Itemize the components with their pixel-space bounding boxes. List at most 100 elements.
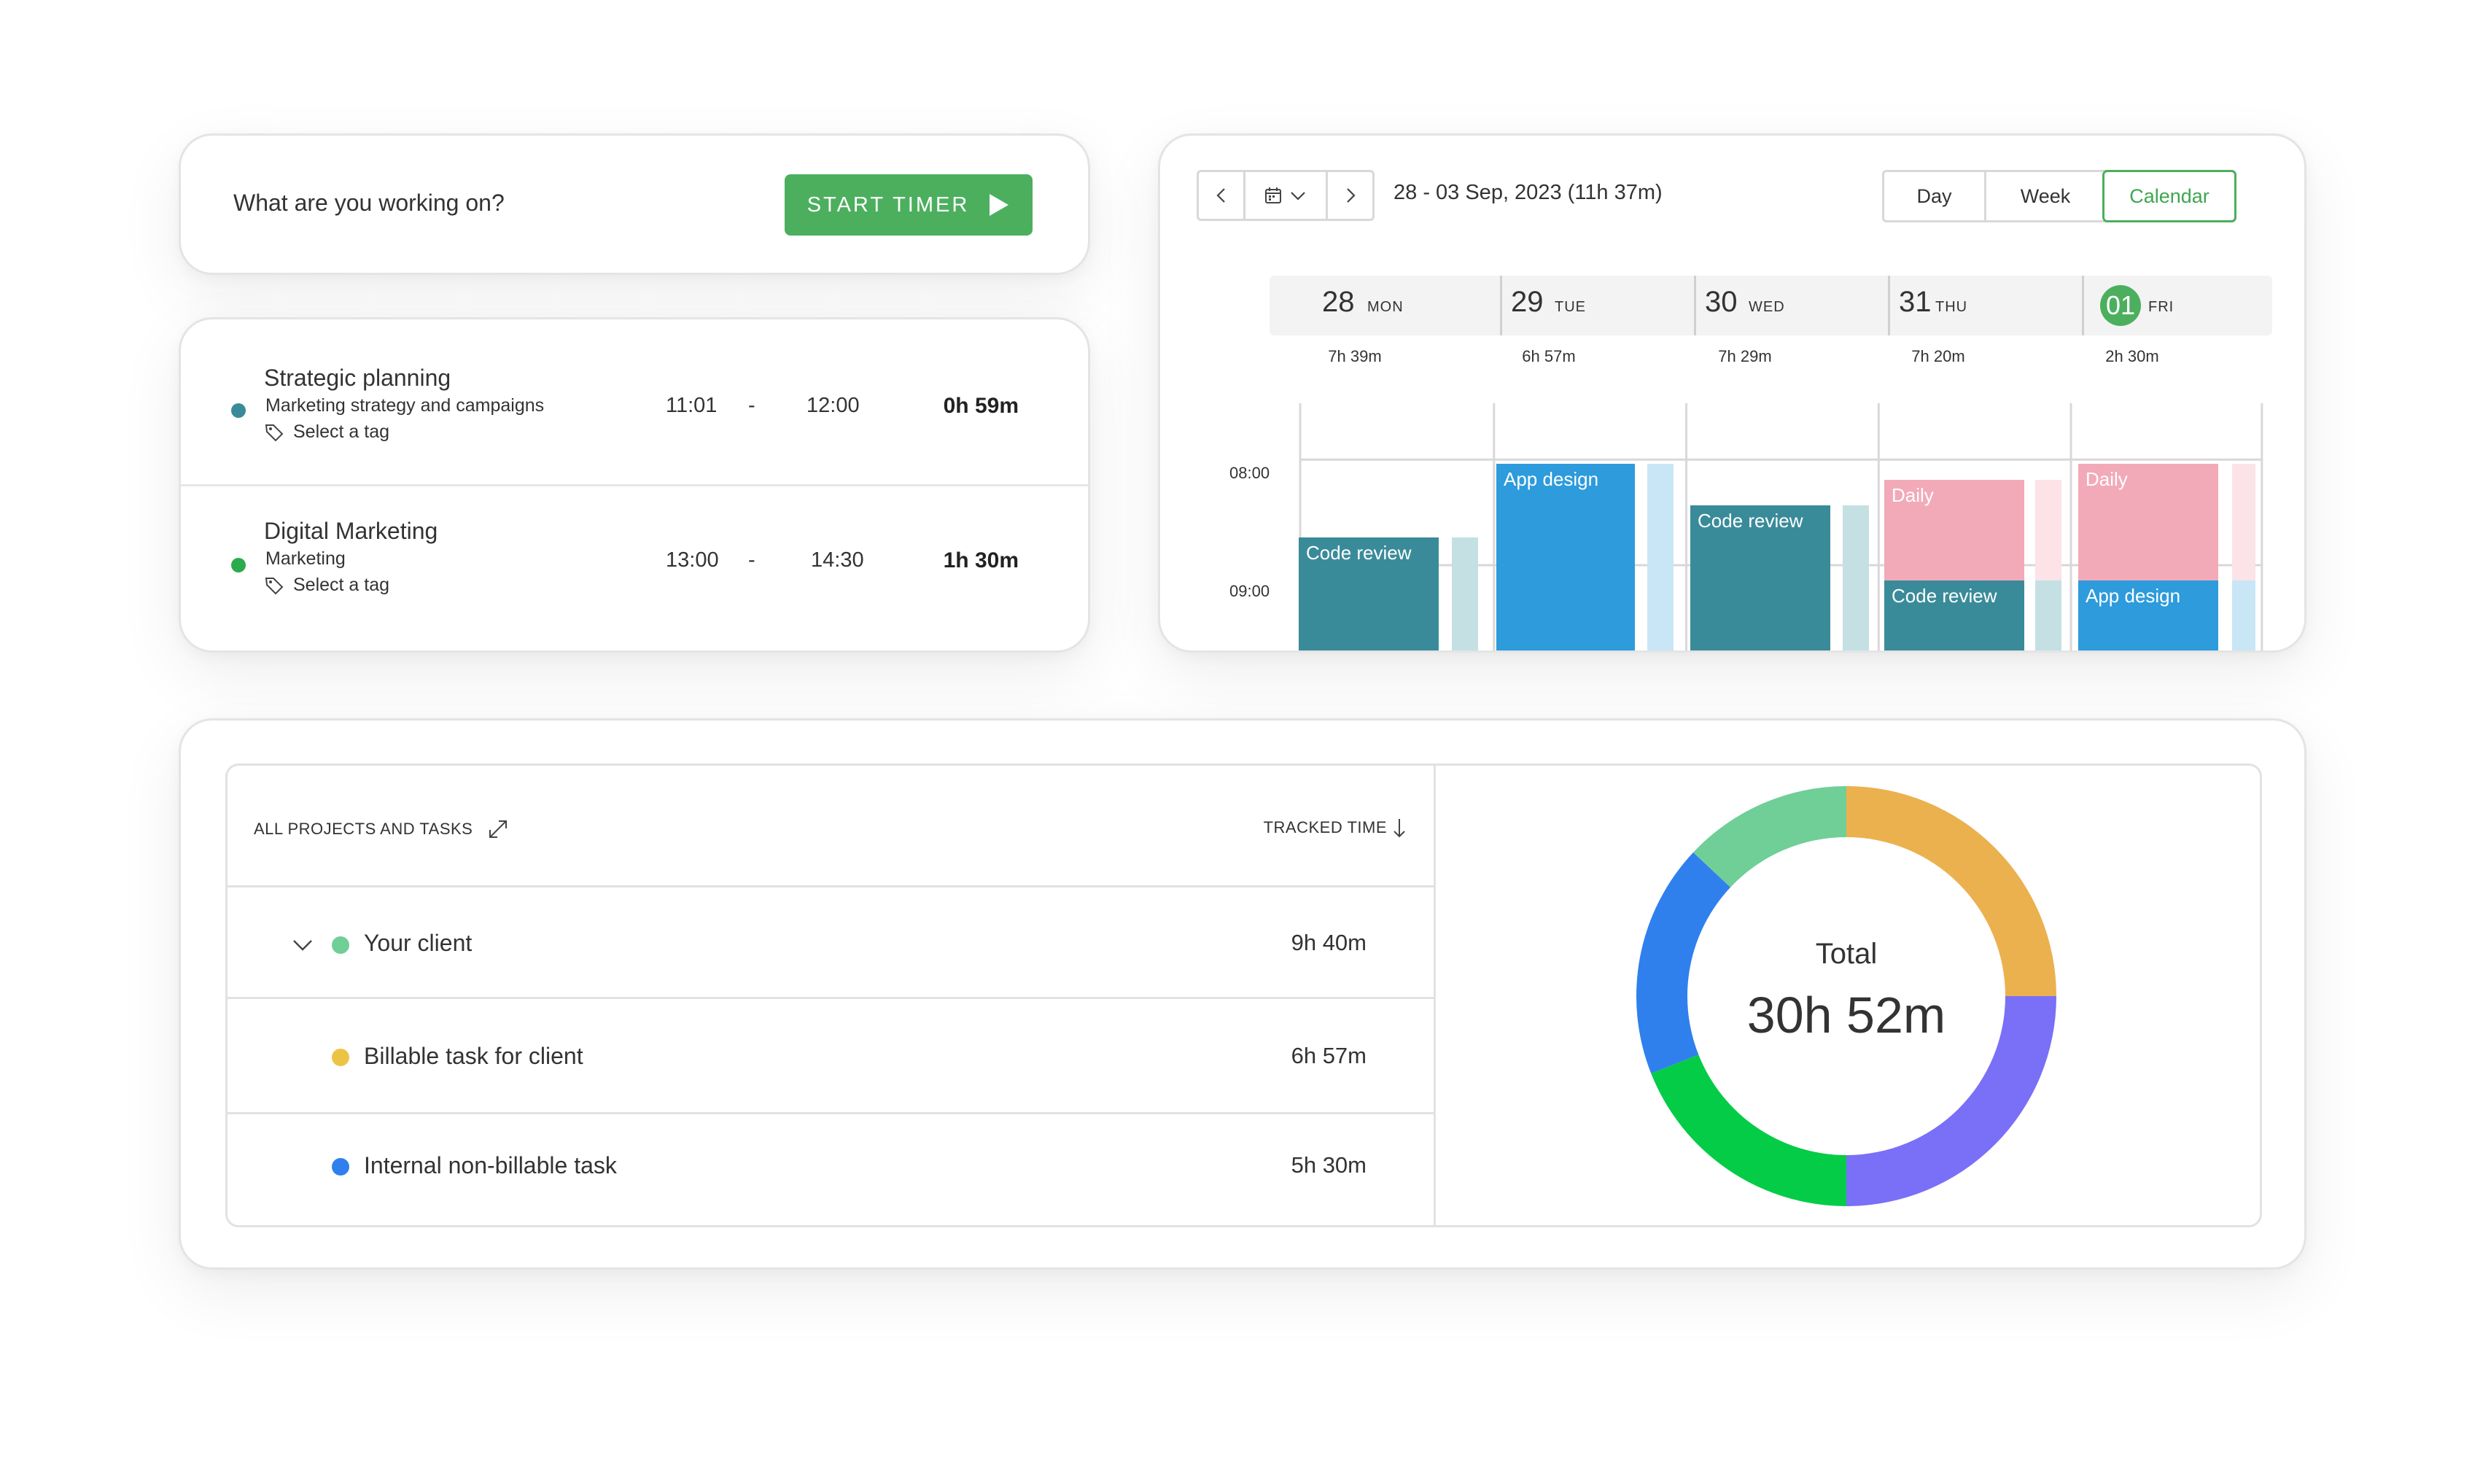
calendar-event[interactable]: Code review	[1884, 580, 2024, 650]
day-number-today: 01	[2100, 285, 2141, 326]
day-divider	[1694, 276, 1696, 335]
calendar-ghost-block	[1843, 505, 1869, 650]
day-header-tue[interactable]: 29 TUE	[1464, 276, 1657, 335]
project-color-dot	[231, 403, 246, 418]
date-picker-button[interactable]	[1243, 172, 1328, 219]
day-number: 31	[1899, 286, 1932, 318]
entry-end-time[interactable]: 14:30	[811, 548, 864, 572]
donut-slice-4[interactable]	[1693, 786, 1846, 887]
entry-start-time[interactable]: 13:00	[666, 548, 719, 572]
table-header: ALL PROJECTS AND TASKS TRACKED TIME	[228, 766, 1434, 887]
calendar-event[interactable]: App design	[2078, 580, 2218, 650]
report-card: ALL PROJECTS AND TASKS TRACKED TIME Your…	[179, 718, 2306, 1270]
calendar-ghost-block	[2035, 580, 2061, 650]
entry-duration[interactable]: 1h 30m	[943, 548, 1019, 572]
day-total: 7h 39m	[1328, 347, 1382, 365]
day-weekday: FRI	[2148, 299, 2174, 315]
table-row[interactable]: Your client 9h 40m	[228, 887, 1434, 999]
column-label: ALL PROJECTS AND TASKS	[254, 820, 473, 838]
tag-icon	[265, 424, 284, 441]
entry-start-time[interactable]: 11:01	[666, 394, 718, 417]
chevron-down-icon[interactable]	[290, 933, 315, 957]
time-entry[interactable]: Digital Marketing Marketing Select a tag…	[181, 484, 1088, 649]
day-weekday: TUE	[1555, 299, 1586, 315]
day-number: 30	[1705, 286, 1738, 318]
day-total: 6h 57m	[1522, 347, 1576, 365]
calendar-event[interactable]: App design	[1496, 464, 1635, 650]
date-navigation	[1197, 170, 1375, 221]
calendar-ghost-block	[2232, 464, 2255, 580]
donut-slice-2[interactable]	[1651, 1054, 1846, 1206]
column-label: TRACKED TIME	[1263, 818, 1387, 836]
calendar-event[interactable]: Daily	[1884, 480, 2024, 580]
calendar-ghost-block	[1452, 537, 1478, 650]
donut-center-label: Total	[1815, 938, 1878, 970]
calendar-ghost-block	[1647, 464, 1674, 650]
table-row[interactable]: Internal non-billable task 5h 30m	[228, 1114, 1434, 1225]
day-total: 7h 29m	[1718, 347, 1772, 365]
day-number: 28	[1322, 286, 1355, 318]
day-header-thu[interactable]: 31 THU	[1851, 276, 2045, 335]
entry-duration[interactable]: 0h 59m	[943, 394, 1019, 418]
row-value: 9h 40m	[1291, 930, 1367, 955]
client-color-dot	[332, 936, 349, 954]
select-tag-button[interactable]: Select a tag	[264, 575, 389, 596]
day-header-fri[interactable]: 01 FRI	[2083, 276, 2277, 335]
calendar-ghost-block	[2035, 480, 2061, 580]
prev-week-button[interactable]	[1199, 172, 1243, 219]
next-week-button[interactable]	[1328, 172, 1372, 219]
calendar-event[interactable]: Daily	[2078, 464, 2218, 580]
date-range-label: 28 - 03 Sep, 2023 (11h 37m)	[1394, 181, 1663, 204]
projects-table: ALL PROJECTS AND TASKS TRACKED TIME Your…	[228, 766, 1436, 1225]
entry-project[interactable]: Marketing	[265, 548, 346, 569]
select-tag-button[interactable]: Select a tag	[264, 421, 389, 443]
sort-down-icon	[1394, 819, 1405, 838]
row-label: Your client	[364, 930, 473, 956]
project-color-dot	[231, 558, 246, 572]
day-divider	[1500, 276, 1502, 335]
entry-end-time[interactable]: 12:00	[806, 394, 860, 417]
view-week-button[interactable]: Week	[2020, 184, 2071, 207]
day-weekday: MON	[1367, 299, 1404, 315]
day-divider	[2082, 276, 2084, 335]
time-entries-card: Strategic planning Marketing strategy an…	[179, 317, 1090, 653]
time-entry[interactable]: Strategic planning Marketing strategy an…	[181, 319, 1088, 484]
view-day-button[interactable]: Day	[1884, 172, 1986, 220]
donut-slice-1[interactable]	[1846, 996, 2056, 1206]
tag-icon	[265, 577, 284, 594]
hour-label: 09:00	[1229, 582, 1270, 600]
start-timer-button[interactable]: START TIMER	[785, 174, 1033, 236]
entry-title[interactable]: Strategic planning	[264, 365, 451, 391]
donut-slice-3[interactable]	[1636, 852, 1731, 1074]
day-divider	[1888, 276, 1890, 335]
calendar-ghost-block	[2232, 580, 2255, 650]
view-calendar-button[interactable]: Calendar	[2102, 170, 2236, 222]
row-value: 6h 57m	[1291, 1043, 1367, 1068]
calendar-event[interactable]: Code review	[1299, 537, 1439, 650]
chevron-left-icon	[1216, 188, 1225, 203]
select-tag-label: Select a tag	[293, 421, 390, 442]
timer-card: What are you working on? START TIMER	[179, 133, 1090, 275]
chevron-down-icon	[1291, 192, 1305, 201]
calendar-event[interactable]: Code review	[1690, 505, 1830, 650]
donut-chart-area: Total 30h 52m	[1438, 766, 2260, 1225]
entry-project[interactable]: Marketing strategy and campaigns	[265, 395, 545, 416]
day-total: 2h 30m	[2105, 347, 2159, 365]
tracked-time-header[interactable]: TRACKED TIME	[1264, 817, 1407, 839]
table-row[interactable]: Billable task for client 6h 57m	[228, 999, 1434, 1114]
day-total: 7h 20m	[1911, 347, 1965, 365]
donut-slice-0[interactable]	[1846, 786, 2056, 996]
timer-description-input[interactable]: What are you working on?	[233, 190, 505, 216]
day-header-mon[interactable]: 28 MON	[1270, 276, 1464, 335]
donut-center-value: 30h 52m	[1746, 987, 1946, 1044]
row-label: Internal non-billable task	[364, 1152, 617, 1178]
day-header-wed[interactable]: 30 WED	[1657, 276, 1851, 335]
entry-title[interactable]: Digital Marketing	[264, 518, 438, 544]
report-panel: ALL PROJECTS AND TASKS TRACKED TIME Your…	[225, 764, 2262, 1227]
all-projects-header[interactable]: ALL PROJECTS AND TASKS	[254, 817, 510, 842]
time-separator: -	[748, 394, 755, 417]
chevron-right-icon	[1346, 188, 1356, 203]
hour-label: 08:00	[1229, 464, 1270, 482]
select-tag-label: Select a tag	[293, 575, 390, 595]
task-color-dot	[332, 1049, 349, 1066]
